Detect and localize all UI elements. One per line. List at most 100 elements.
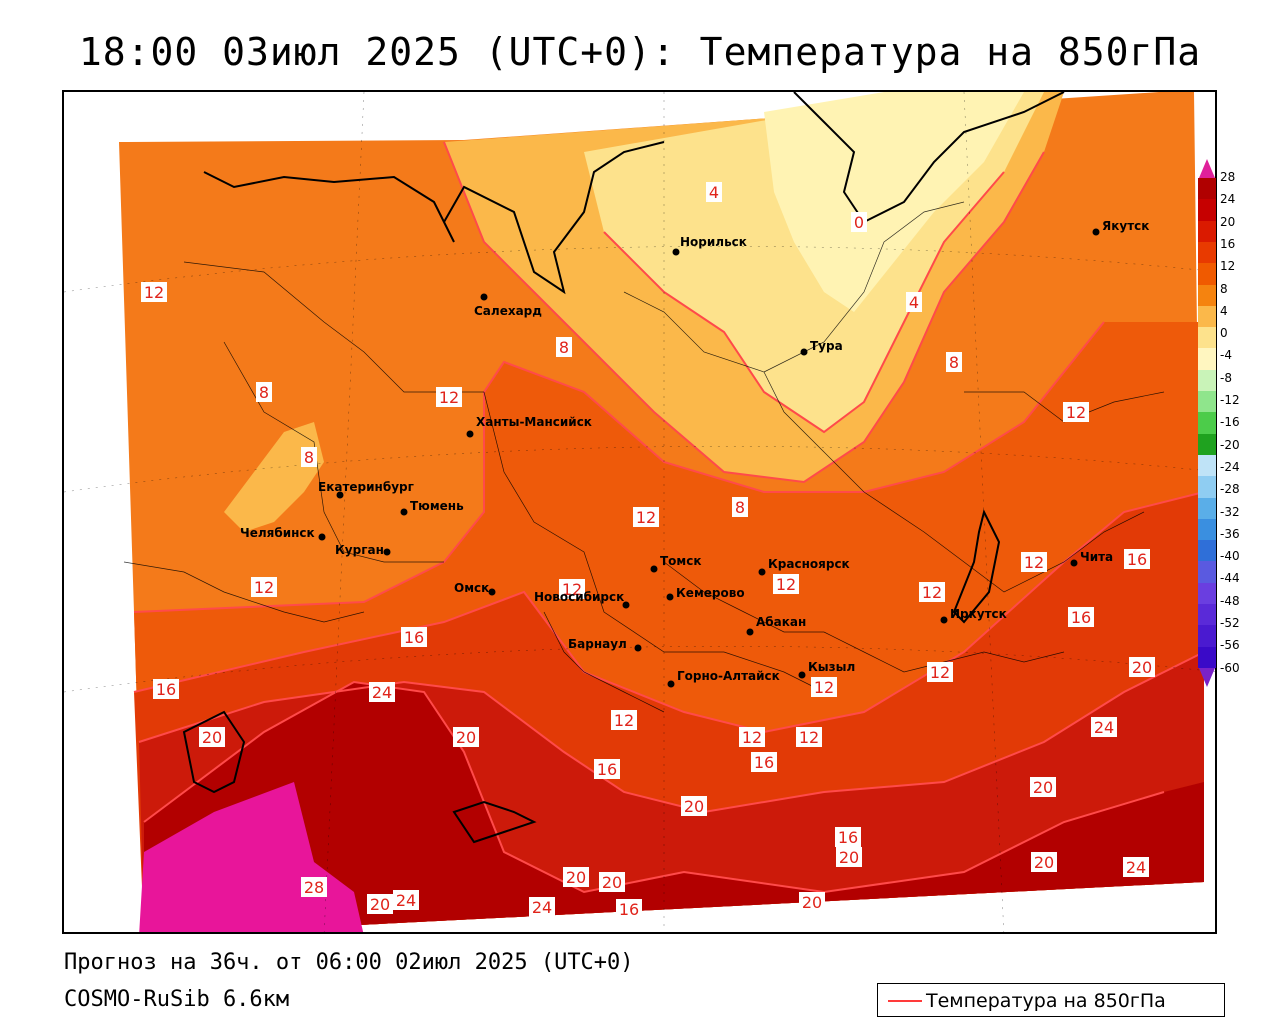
city-label: Красноярск: [768, 557, 850, 571]
isotherm-label-text: 24: [396, 891, 416, 910]
isotherm-label-box: [367, 894, 393, 914]
scale-tick-label: -40: [1220, 549, 1240, 564]
city-marker: [650, 565, 658, 573]
city-label: Чита: [1080, 550, 1113, 564]
city-marker: [383, 548, 391, 556]
city-label: Омск: [454, 581, 489, 595]
scale-segment: [1198, 305, 1216, 328]
isotherm-label-box: [199, 727, 225, 747]
isotherm-label-text: 12: [776, 575, 796, 594]
isotherm-label-text: 16: [1071, 608, 1091, 627]
city-marker: [488, 588, 496, 596]
isotherm-label-box: [594, 759, 620, 779]
scale-segment: [1198, 412, 1216, 435]
isotherm-label: 24: [1091, 717, 1117, 737]
scale-tick-label: -20: [1220, 437, 1240, 452]
isotherm-label-text: 20: [1033, 778, 1053, 797]
scale-segment: [1198, 178, 1216, 200]
isotherm-label: 20: [1129, 657, 1155, 677]
color-scale: 28 24 20 16 12 8 4 0 -4 -8 -12 -16 -20 -24 -28 -32 -36 -4…: [1198, 158, 1268, 688]
scale-segment: [1198, 604, 1216, 626]
scale-segment: [1198, 391, 1216, 413]
isotherm-label-text: 20: [802, 893, 822, 912]
isotherm-label-box: [739, 727, 765, 747]
isotherm-label: 20: [799, 892, 825, 912]
isotherm-label-text: 16: [838, 828, 858, 847]
isotherm-label-box: [599, 872, 625, 892]
city-label: Якутск: [1102, 219, 1149, 233]
city-marker: [940, 616, 948, 624]
city-marker: [318, 533, 326, 541]
isotherm-label-box: [1063, 402, 1089, 422]
scale-tick-label: -8: [1220, 370, 1232, 385]
isotherm-label-box: [927, 662, 953, 682]
city-marker: [672, 248, 680, 256]
map-panel[interactable]: 4 0 4 8 8 12 8 8 12 12 8 12 12 12 12 12 12 16 16 16 20 24 20 16…: [62, 90, 1217, 934]
isotherm-label: 12: [1021, 552, 1047, 572]
isotherm-label-box: [1068, 607, 1094, 627]
isotherm-label-box: [393, 890, 419, 910]
isotherm-label: 16: [401, 627, 427, 647]
isotherm-label-box: [851, 212, 867, 232]
city-marker: [480, 293, 488, 301]
isotherm-label-box: [1031, 852, 1057, 872]
scale-tick-label: -4: [1220, 348, 1232, 363]
scale-tick-label: 0: [1220, 326, 1228, 341]
city-marker: [400, 508, 408, 516]
isotherm-label: 16: [1068, 607, 1094, 627]
city-marker: [666, 593, 674, 601]
scale-segment: [1198, 263, 1216, 285]
zone-24-28: [144, 682, 1204, 932]
scale-segment: [1198, 348, 1216, 371]
isotherm-label-box: [1030, 777, 1056, 797]
legend-line-swatch: [888, 1000, 922, 1002]
isotherm-label-box: [563, 867, 589, 887]
isotherm-label-text: 24: [532, 898, 552, 917]
isotherm-label-text: 16: [597, 760, 617, 779]
city-label: Кемерово: [676, 586, 745, 600]
city-marker: [746, 628, 754, 636]
isotherm-label: 0: [851, 212, 867, 232]
isotherm-label-box: [559, 579, 585, 599]
isotherm-label-text: 20: [566, 868, 586, 887]
scale-tick-label: -12: [1220, 393, 1240, 407]
city-label: Екатеринбург: [318, 480, 414, 494]
scale-tick-label: -48: [1220, 593, 1240, 608]
isotherm-label-text: 24: [1126, 858, 1146, 877]
isotherm-label-text: 16: [1127, 550, 1147, 569]
isotherm-label-box: [401, 627, 427, 647]
isotherm-label-box: [1124, 549, 1150, 569]
city-marker: [758, 568, 766, 576]
scale-segment: [1198, 497, 1216, 520]
isotherm-label-box: [773, 574, 799, 594]
legend-label: Температура на 850гПа: [926, 990, 1166, 1012]
isotherm-label-text: 0: [854, 213, 864, 232]
graticule: [64, 92, 1215, 932]
city-label: Томск: [660, 554, 702, 568]
isotherm-label-box: [141, 282, 167, 302]
isotherm-label-text: 24: [1094, 718, 1114, 737]
isotherm-label-box: [611, 710, 637, 730]
isotherm-label-text: 20: [370, 895, 390, 914]
isotherm-label-box: [369, 682, 395, 702]
city-marker: [622, 601, 630, 609]
coastlines: [182, 92, 1065, 844]
city-marker: [466, 430, 474, 438]
scale-top-arrow: [1199, 159, 1215, 178]
scale-tick-label: -36: [1220, 526, 1240, 541]
isotherm-label: 16: [594, 759, 620, 779]
isotherm-label: 24: [1123, 857, 1149, 877]
city-label: Горно-Алтайск: [677, 669, 780, 683]
isotherm-label: 20: [453, 727, 479, 747]
scale-tick-label: -56: [1220, 638, 1240, 653]
isotherm-label-box: [919, 582, 945, 602]
scale-segment: [1198, 646, 1216, 669]
scale-segment: [1198, 241, 1216, 264]
scale-segment: [1198, 454, 1216, 477]
scale-segment: [1198, 582, 1216, 605]
city-marker: [1070, 559, 1078, 567]
isotherm-label-box: [251, 577, 277, 597]
city-label: Тюмень: [410, 499, 464, 513]
scale-segment: [1198, 518, 1216, 541]
